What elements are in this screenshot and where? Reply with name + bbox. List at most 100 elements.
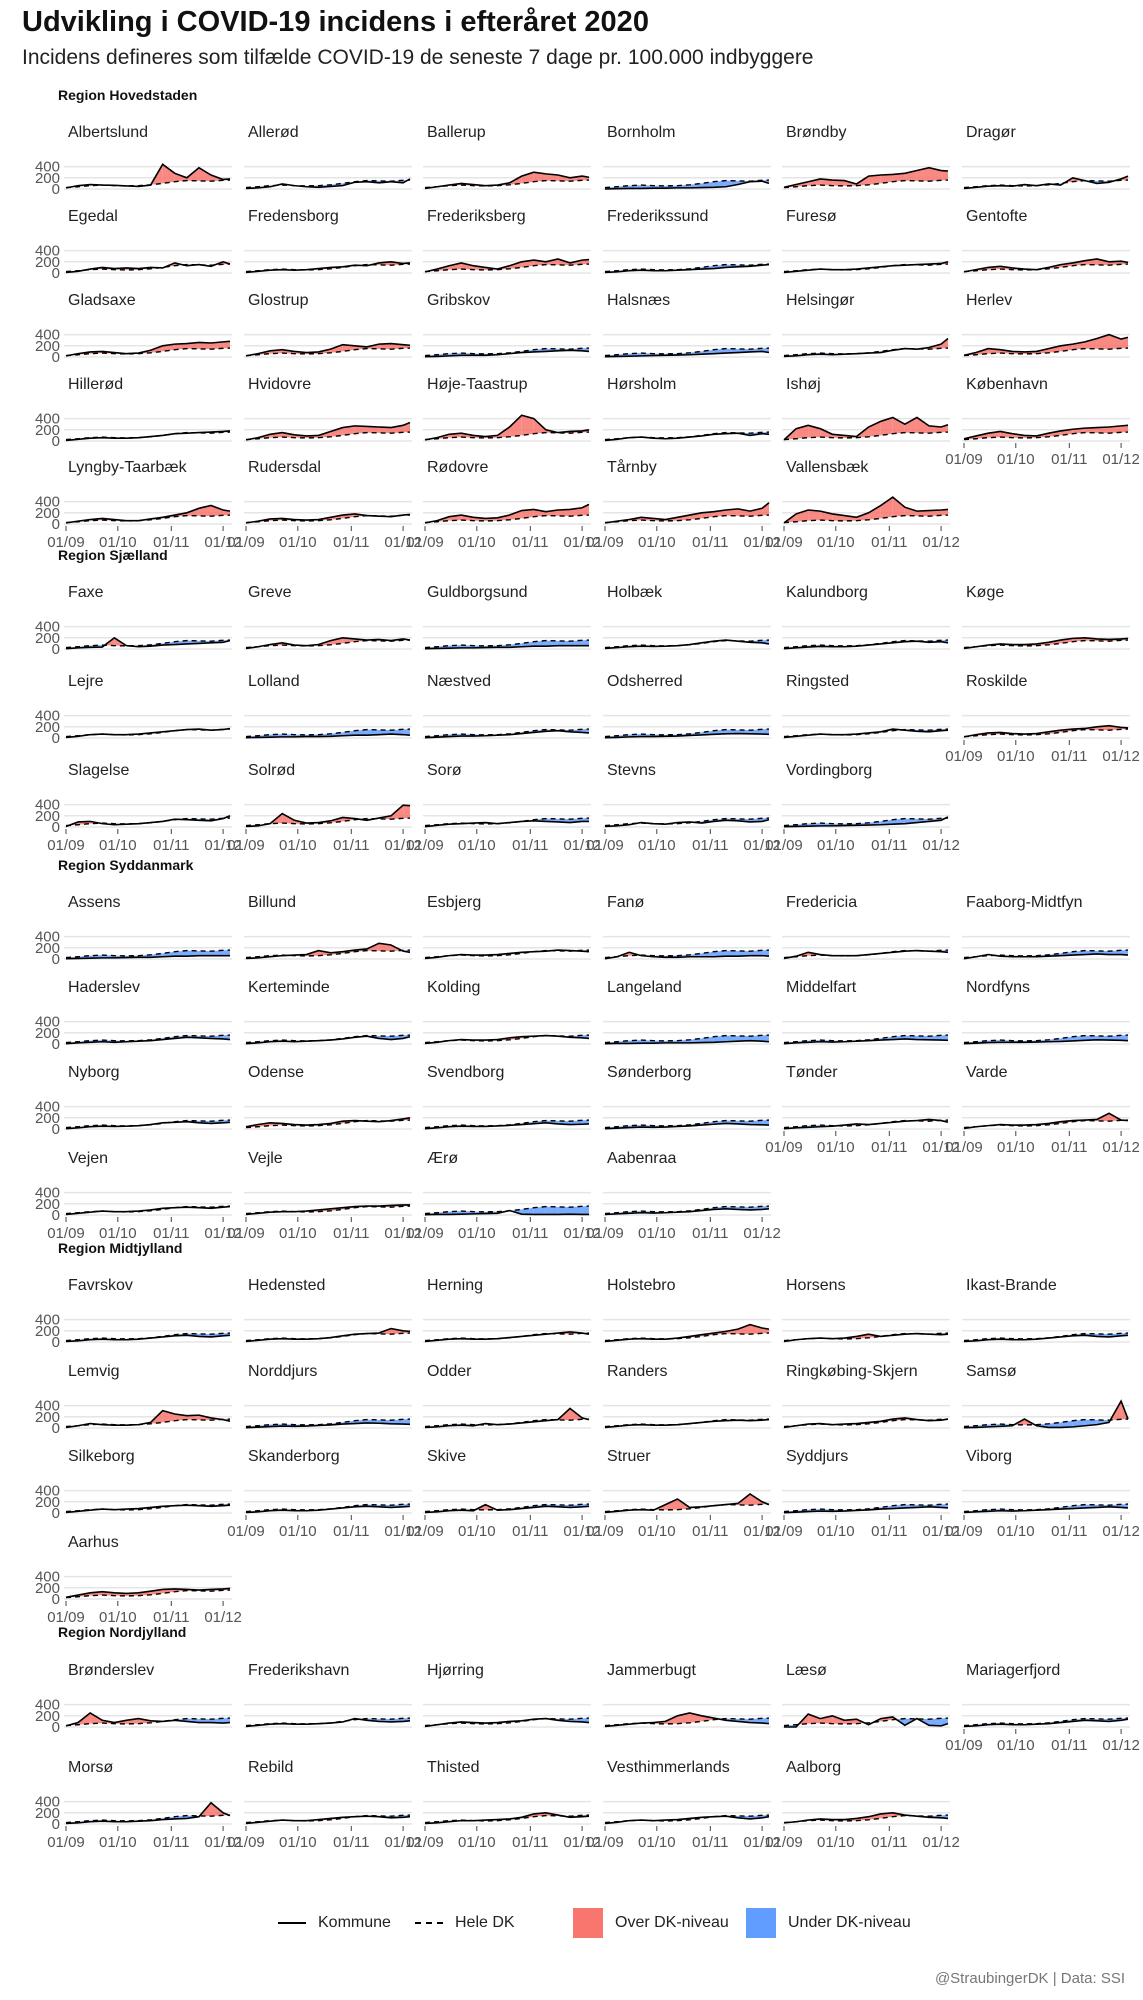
dk-level-line [963, 1034, 1129, 1044]
panel-title-frederikshavn: Frederikshavn [248, 1662, 349, 1679]
x-tick-label: 01/11 [333, 1225, 369, 1242]
kommune-line [65, 727, 231, 739]
panel-title-aarhus: Aarhus [68, 1534, 119, 1551]
kommune-line [245, 942, 411, 960]
x-tick-label: 01/12 [204, 534, 242, 551]
x-tick-label: 01/11 [1051, 1139, 1087, 1156]
x-tick-label: 01/10 [997, 1737, 1035, 1754]
dk-level-line [783, 1717, 949, 1727]
panel-title-ringkøbing-skjern: Ringkøbing-Skjern [786, 1363, 918, 1380]
y-tick-label: 400 [35, 1697, 60, 1714]
x-tick-label: 01/09 [586, 837, 624, 854]
dk-level-line [65, 1589, 231, 1599]
panel-title-gribskov: Gribskov [427, 292, 490, 309]
panel-title-randers: Randers [607, 1363, 667, 1380]
dk-level-line [65, 263, 231, 273]
diff-area-segment [808, 510, 821, 521]
diff-area-segment [750, 1324, 763, 1335]
diff-area-segment [880, 417, 893, 436]
panel-title-holbæk: Holbæk [607, 584, 663, 601]
diff-area-segment [449, 262, 462, 270]
kommune-line [424, 1122, 590, 1130]
x-tick-label: 01/11 [871, 1834, 907, 1851]
diff-area-segment [582, 1206, 589, 1215]
kommune-line [245, 342, 411, 357]
diff-area-segment [880, 819, 893, 825]
diff-area-segment [198, 1718, 212, 1723]
panel-title-favrskov: Favrskov [68, 1277, 133, 1294]
diff-area-segment [725, 508, 738, 516]
x-tick-label: 01/10 [99, 837, 137, 854]
x-tick-label: 01/10 [817, 1139, 855, 1156]
x-tick-label: 01/10 [817, 837, 855, 854]
kommune-line [604, 1323, 770, 1343]
panel-title-thisted: Thisted [427, 1759, 479, 1776]
panel-title-esbjerg: Esbjerg [427, 894, 481, 911]
dk-level-line [963, 1503, 1129, 1513]
kommune-line [963, 1506, 1129, 1514]
x-tick-label: 01/11 [153, 1225, 189, 1242]
panel-title-dragør: Dragør [966, 124, 1016, 141]
kommune-line [424, 1503, 590, 1514]
kommune-line [783, 261, 949, 274]
x-tick-label: 01/11 [512, 1225, 548, 1242]
diff-area-segment [689, 183, 702, 188]
x-tick-label: 01/12 [384, 837, 422, 854]
kommune-line [245, 1117, 411, 1128]
x-tick-label: 01/12 [1102, 451, 1140, 468]
panel-title-solrød: Solrød [248, 762, 295, 779]
diff-area-segment [665, 1499, 678, 1510]
diff-area-segment [725, 950, 738, 957]
panel-title-mariagerfjord: Mariagerfjord [966, 1662, 1060, 1679]
x-tick-label: 01/09 [47, 1834, 85, 1851]
kommune-line [963, 1112, 1129, 1130]
x-tick-label: 01/12 [922, 837, 960, 854]
diff-area-segment [174, 173, 187, 182]
legend-item-over: Over DK-niveau [573, 1903, 729, 1943]
kommune-line [783, 816, 949, 828]
dk-level-line [245, 347, 411, 357]
kommune-line [963, 1038, 1129, 1045]
kommune-line [65, 1036, 231, 1045]
diff-area-segment [198, 950, 212, 956]
diff-area-segment [762, 502, 769, 516]
x-tick-label: 01/11 [871, 837, 907, 854]
x-tick-label: 01/10 [458, 534, 496, 551]
diff-area-segment [916, 167, 930, 182]
kommune-line [65, 1712, 231, 1727]
x-tick-label: 01/10 [99, 1225, 137, 1242]
panel-title-gentofte: Gentofte [966, 208, 1027, 225]
kommune-line [783, 416, 949, 441]
x-tick-label: 01/11 [333, 1523, 369, 1540]
x-tick-label: 01/09 [406, 1834, 444, 1851]
diff-area-segment [211, 341, 224, 350]
diff-area-segment [750, 508, 763, 517]
y-tick-label: 0 [52, 1505, 60, 1522]
legend: Kommune Hele DK Over DK-niveau Under DK-… [0, 1903, 1143, 1943]
y-tick-label: 400 [35, 929, 60, 946]
y-tick-label: 200 [35, 1110, 60, 1127]
diff-area-segment [533, 1206, 546, 1215]
kommune-line [65, 163, 231, 189]
y-tick-label: 400 [35, 797, 60, 814]
kommune-line [963, 333, 1129, 357]
x-tick-label: 01/09 [406, 1225, 444, 1242]
x-tick-label: 01/12 [204, 1609, 242, 1626]
dk-level-line [783, 817, 949, 827]
chart-subtitle: Incidens defineres som tilfælde COVID-19… [22, 46, 814, 69]
panel-title-sønderborg: Sønderborg [607, 1064, 692, 1081]
region-title-region-nordjylland: Region Nordjylland [58, 1624, 186, 1640]
x-tick-label: 01/11 [333, 1834, 369, 1851]
diff-area-segment [403, 1419, 410, 1425]
kommune-line [245, 636, 411, 650]
diff-area-segment [701, 1715, 714, 1722]
dk-level-line [604, 1119, 770, 1129]
dk-level-line [604, 514, 770, 524]
dk-level-line [783, 179, 949, 189]
panel-title-greve: Greve [248, 584, 292, 601]
diff-area-segment [916, 417, 930, 434]
diff-area-segment [198, 342, 212, 350]
dk-level-line [604, 263, 770, 273]
kommune-line [783, 1332, 949, 1343]
y-tick-label: 0 [52, 1334, 60, 1351]
